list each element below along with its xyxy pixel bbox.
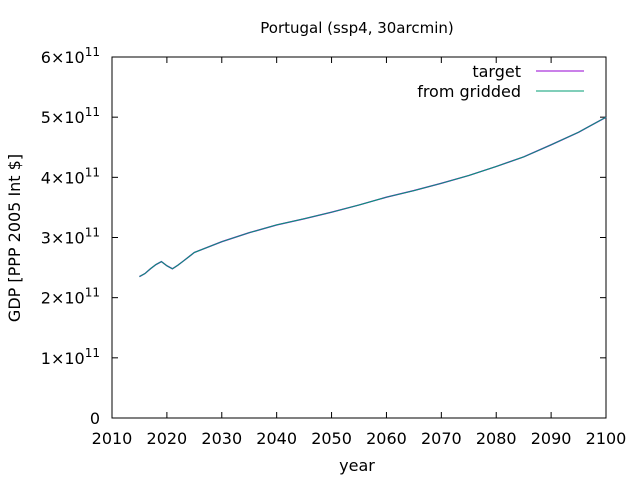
x-tick-label: 2080 bbox=[476, 429, 517, 448]
x-tick-label: 2090 bbox=[531, 429, 572, 448]
y-tick-mantissa: 4×10 bbox=[41, 168, 85, 187]
plot-area-frame bbox=[111, 56, 607, 419]
y-tick-mantissa: 3×10 bbox=[41, 229, 85, 248]
x-axis: 2010 2020 2030 2040 2050 2060 2070 2080 2090 2100 bbox=[92, 57, 627, 448]
x-tick-label: 2070 bbox=[421, 429, 462, 448]
y-tick-exponent: 11 bbox=[85, 286, 100, 300]
series-line-target bbox=[139, 116, 607, 278]
x-tick-label: 2100 bbox=[586, 429, 627, 448]
chart-title: Portugal (ssp4, 30arcmin) bbox=[260, 19, 453, 37]
y-tick-mantissa: 0 bbox=[90, 409, 100, 428]
y-tick-exponent: 11 bbox=[85, 45, 100, 59]
x-tick-label: 2010 bbox=[92, 429, 133, 448]
y-axis-label: GDP [PPP 2005 Int $] bbox=[5, 154, 24, 322]
series-line-from-gridded bbox=[139, 116, 607, 278]
legend-label: from gridded bbox=[417, 82, 521, 101]
y-tick-exponent: 11 bbox=[85, 226, 100, 240]
y-tick-label: 2×1011 bbox=[41, 286, 100, 308]
y-tick-label: 5×1011 bbox=[41, 105, 100, 127]
y-tick-mantissa: 6×10 bbox=[41, 48, 85, 67]
y-tick-exponent: 11 bbox=[85, 105, 100, 119]
y-tick-label: 6×1011 bbox=[41, 45, 100, 67]
y-tick-label: 0 bbox=[90, 409, 100, 428]
y-tick-label: 1×1011 bbox=[41, 346, 100, 368]
x-tick-label: 2020 bbox=[147, 429, 188, 448]
y-tick-mantissa: 5×10 bbox=[41, 108, 85, 127]
series-lines bbox=[139, 116, 607, 278]
x-axis-label: year bbox=[339, 456, 375, 475]
x-tick-label: 2030 bbox=[201, 429, 242, 448]
y-tick-mantissa: 1×10 bbox=[41, 349, 85, 368]
y-tick-exponent: 11 bbox=[85, 165, 100, 179]
y-tick-mantissa: 2×10 bbox=[41, 289, 85, 308]
x-tick-label: 2040 bbox=[256, 429, 297, 448]
y-tick-exponent: 11 bbox=[85, 346, 100, 360]
y-tick-label: 4×1011 bbox=[41, 165, 100, 187]
x-tick-label: 2050 bbox=[311, 429, 352, 448]
x-tick-label: 2060 bbox=[366, 429, 407, 448]
y-tick-label: 3×1011 bbox=[41, 226, 100, 248]
legend-label: target bbox=[472, 62, 521, 81]
